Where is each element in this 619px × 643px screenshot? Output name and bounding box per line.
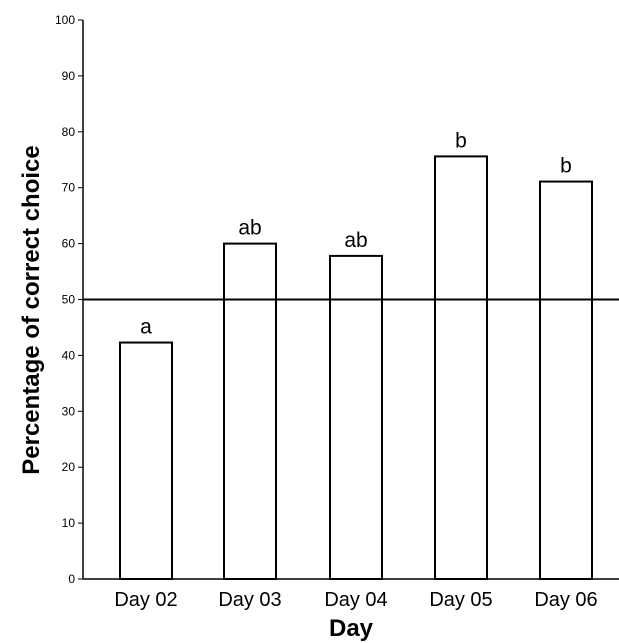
y-tick-label: 90 [62, 69, 76, 83]
bar-significance-label: ab [238, 217, 261, 240]
y-axis-ticks: 0 10 20 30 40 50 60 70 80 90 100 [55, 13, 83, 586]
y-tick-label: 70 [62, 181, 76, 195]
y-tick-label: 30 [62, 404, 76, 418]
bar-day-06 [539, 180, 593, 580]
bar-significance-label: ab [344, 229, 367, 252]
y-tick-label: 40 [62, 348, 76, 362]
bar-day-02 [119, 341, 173, 580]
bar-significance-label: a [140, 316, 152, 339]
bar-day-05 [434, 155, 488, 580]
y-tick-label: 10 [62, 516, 76, 530]
bar-day-03 [223, 242, 277, 580]
x-axis-category-labels: Day 02 Day 03 Day 04 Day 05 Day 06 [114, 589, 597, 611]
y-tick-label: 0 [68, 572, 75, 586]
bar-significance-label: b [560, 155, 572, 178]
x-category-label: Day 05 [429, 589, 492, 611]
y-tick-label: 50 [62, 293, 76, 307]
bar-significance-label: b [455, 129, 467, 152]
bars [119, 155, 593, 580]
x-category-label: Day 03 [218, 589, 281, 611]
y-tick-label: 60 [62, 237, 76, 251]
bar-day-04 [329, 254, 383, 580]
y-tick-label: 100 [55, 13, 75, 27]
y-tick-label: 20 [62, 460, 76, 474]
x-category-label: Day 06 [534, 589, 597, 611]
x-category-label: Day 02 [114, 589, 177, 611]
x-axis-title: Day [329, 615, 374, 642]
y-axis-title: Percentage of correct choice [18, 145, 45, 474]
bar-significance-labels: a ab ab b b [140, 129, 572, 338]
y-tick-label: 80 [62, 125, 76, 139]
x-category-label: Day 04 [324, 589, 387, 611]
